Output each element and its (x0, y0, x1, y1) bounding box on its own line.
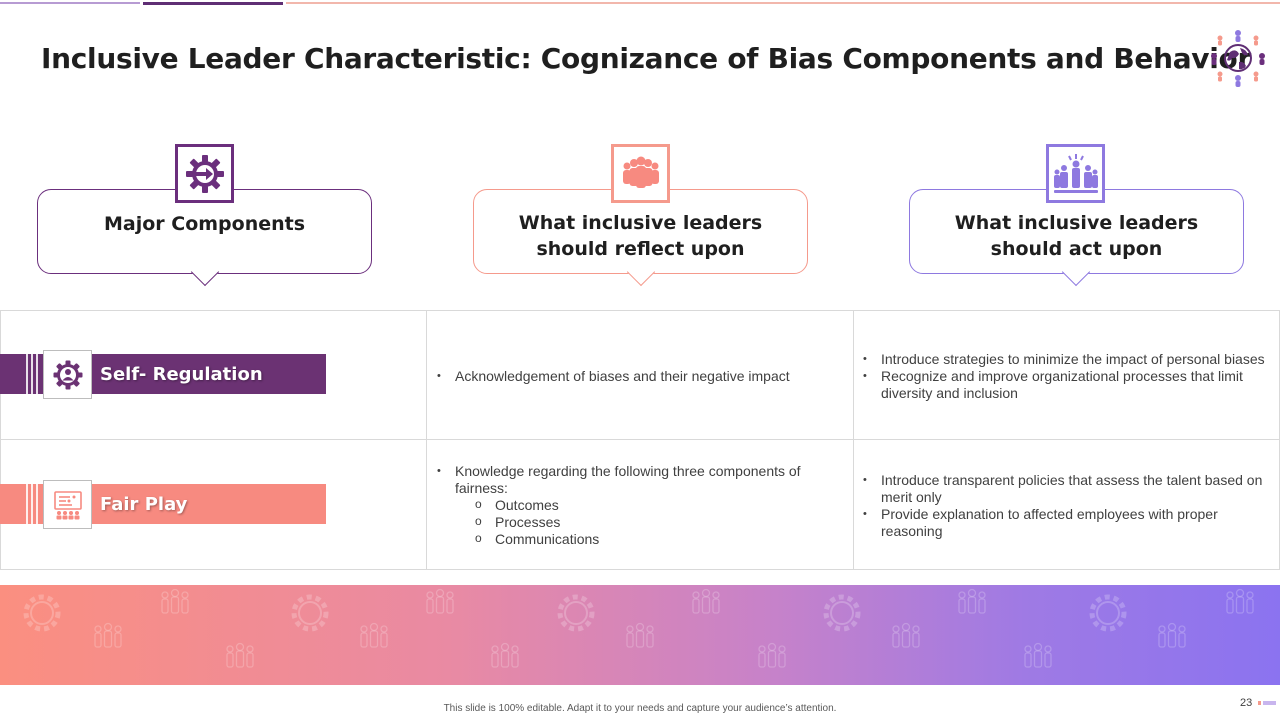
presentation-board-icon (43, 480, 92, 529)
bullet-item: Introduce strategies to minimize the imp… (861, 351, 1273, 368)
row-label-self-regulation-text: Self- Regulation (100, 363, 263, 385)
cell-self-regulation-act: Introduce strategies to minimize the imp… (861, 351, 1273, 402)
label-stripes (26, 354, 44, 394)
sub-bullet-item: Outcomes (435, 496, 845, 514)
banner-pattern (0, 588, 1254, 668)
slide-title: Inclusive Leader Characteristic: Cogniza… (41, 42, 1252, 75)
bullet-item: Acknowledgement of biases and their nega… (435, 368, 845, 385)
team-group-icon (611, 144, 670, 203)
bullet-item: Knowledge regarding the following three … (435, 463, 845, 497)
label-stripes (26, 484, 44, 524)
table-col-divider (426, 310, 427, 570)
bullet-item: Introduce transparent policies that asse… (861, 472, 1273, 506)
top-accent-line-1 (0, 2, 140, 4)
top-accent-line-3 (286, 2, 1280, 4)
page-number: 23 (1240, 697, 1253, 709)
person-gear-icon (43, 350, 92, 399)
globe-people-logo-icon (1206, 26, 1270, 90)
header-reflect-upon-line1: What inclusive leaders (518, 211, 763, 234)
table-col-divider (853, 310, 854, 570)
sub-bullet-item: Processes (435, 513, 845, 531)
table-col-divider (0, 310, 1, 570)
sub-bullet-item: Communications (435, 530, 845, 548)
gear-arrow-icon (175, 144, 234, 203)
footer-note: This slide is 100% editable. Adapt it to… (443, 703, 837, 714)
cell-fair-play-reflect: Knowledge regarding the following three … (435, 463, 845, 548)
header-act-upon-line2: should act upon (990, 237, 1163, 260)
bullet-item: Recognize and improve organizational pro… (861, 368, 1273, 402)
cell-self-regulation-reflect: Acknowledgement of biases and their nega… (435, 368, 845, 385)
header-reflect-upon-line2: should reflect upon (536, 237, 745, 260)
comparison-table (0, 310, 1280, 570)
cell-fair-play-act: Introduce transparent policies that asse… (861, 472, 1273, 540)
header-major-components-label: Major Components (103, 213, 306, 235)
header-act-upon-line1: What inclusive leaders (954, 211, 1199, 234)
page-number-accent (1258, 701, 1276, 705)
leadership-group-icon (1046, 144, 1105, 203)
row-label-fair-play-text: Fair Play (100, 493, 188, 515)
table-row-divider (0, 439, 1280, 440)
top-accent-line-2 (143, 2, 283, 5)
decorative-gradient-banner (0, 585, 1280, 685)
bullet-item: Provide explanation to affected employee… (861, 506, 1273, 540)
